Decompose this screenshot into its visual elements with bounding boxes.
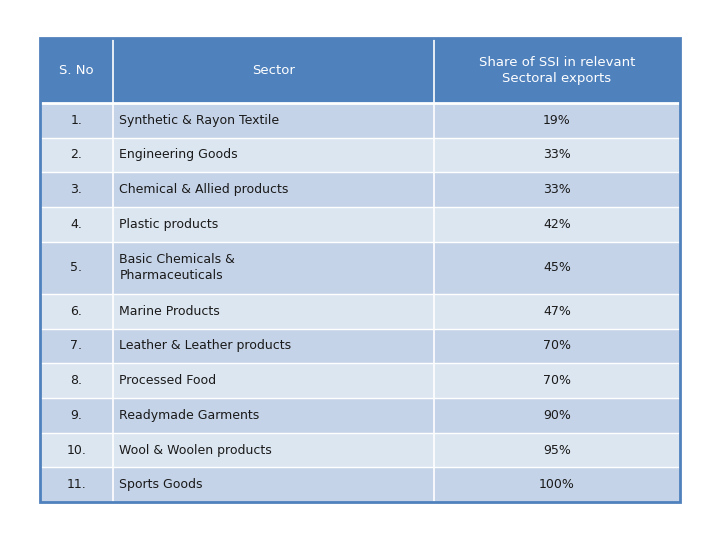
- Text: Sector: Sector: [252, 64, 295, 77]
- Text: Sports Goods: Sports Goods: [120, 478, 203, 491]
- Bar: [433, 398, 680, 433]
- Text: 70%: 70%: [543, 374, 571, 387]
- Bar: [113, 207, 433, 242]
- Bar: [40, 207, 113, 242]
- Bar: [113, 103, 433, 138]
- Text: S. No: S. No: [59, 64, 94, 77]
- Text: 47%: 47%: [543, 305, 571, 318]
- Text: 1.: 1.: [71, 114, 82, 127]
- Bar: [433, 242, 680, 294]
- Bar: [40, 172, 113, 207]
- Text: 70%: 70%: [543, 340, 571, 353]
- Text: 7.: 7.: [71, 340, 83, 353]
- Text: Chemical & Allied products: Chemical & Allied products: [120, 183, 289, 196]
- Text: 9.: 9.: [71, 409, 82, 422]
- Bar: [40, 38, 680, 502]
- Text: 4.: 4.: [71, 218, 82, 231]
- Bar: [40, 468, 113, 502]
- Text: 100%: 100%: [539, 478, 575, 491]
- Bar: [433, 103, 680, 138]
- Bar: [40, 329, 113, 363]
- Text: 33%: 33%: [543, 148, 571, 161]
- Text: 45%: 45%: [543, 261, 571, 274]
- Bar: [113, 172, 433, 207]
- Bar: [433, 433, 680, 468]
- Bar: [433, 363, 680, 398]
- Bar: [40, 38, 113, 103]
- Bar: [113, 468, 433, 502]
- Bar: [113, 398, 433, 433]
- Bar: [433, 294, 680, 329]
- Bar: [40, 138, 113, 172]
- Text: Basic Chemicals &
Pharmaceuticals: Basic Chemicals & Pharmaceuticals: [120, 253, 235, 282]
- Text: Engineering Goods: Engineering Goods: [120, 148, 238, 161]
- Text: 19%: 19%: [543, 114, 571, 127]
- Bar: [433, 329, 680, 363]
- Text: 90%: 90%: [543, 409, 571, 422]
- Text: Wool & Woolen products: Wool & Woolen products: [120, 444, 272, 457]
- Text: 8.: 8.: [71, 374, 83, 387]
- Bar: [113, 329, 433, 363]
- Text: 2.: 2.: [71, 148, 82, 161]
- Bar: [113, 363, 433, 398]
- Bar: [113, 138, 433, 172]
- Bar: [40, 103, 113, 138]
- Bar: [40, 433, 113, 468]
- Bar: [433, 138, 680, 172]
- Bar: [113, 38, 433, 103]
- Text: 10.: 10.: [66, 444, 86, 457]
- Bar: [113, 294, 433, 329]
- Text: Readymade Garments: Readymade Garments: [120, 409, 259, 422]
- Bar: [40, 398, 113, 433]
- Bar: [433, 38, 680, 103]
- Bar: [433, 468, 680, 502]
- Bar: [113, 242, 433, 294]
- Text: 6.: 6.: [71, 305, 82, 318]
- Text: 33%: 33%: [543, 183, 571, 196]
- Text: 42%: 42%: [543, 218, 571, 231]
- Bar: [113, 433, 433, 468]
- Text: 5.: 5.: [71, 261, 83, 274]
- Text: Plastic products: Plastic products: [120, 218, 219, 231]
- Text: Leather & Leather products: Leather & Leather products: [120, 340, 292, 353]
- Text: 95%: 95%: [543, 444, 571, 457]
- Text: Share of SSI in relevant
Sectoral exports: Share of SSI in relevant Sectoral export…: [479, 56, 635, 85]
- Bar: [433, 207, 680, 242]
- Bar: [40, 363, 113, 398]
- Text: Processed Food: Processed Food: [120, 374, 217, 387]
- Text: Synthetic & Rayon Textile: Synthetic & Rayon Textile: [120, 114, 279, 127]
- Text: Marine Products: Marine Products: [120, 305, 220, 318]
- Bar: [40, 242, 113, 294]
- Bar: [40, 294, 113, 329]
- Text: 3.: 3.: [71, 183, 82, 196]
- Bar: [433, 172, 680, 207]
- Text: 11.: 11.: [66, 478, 86, 491]
